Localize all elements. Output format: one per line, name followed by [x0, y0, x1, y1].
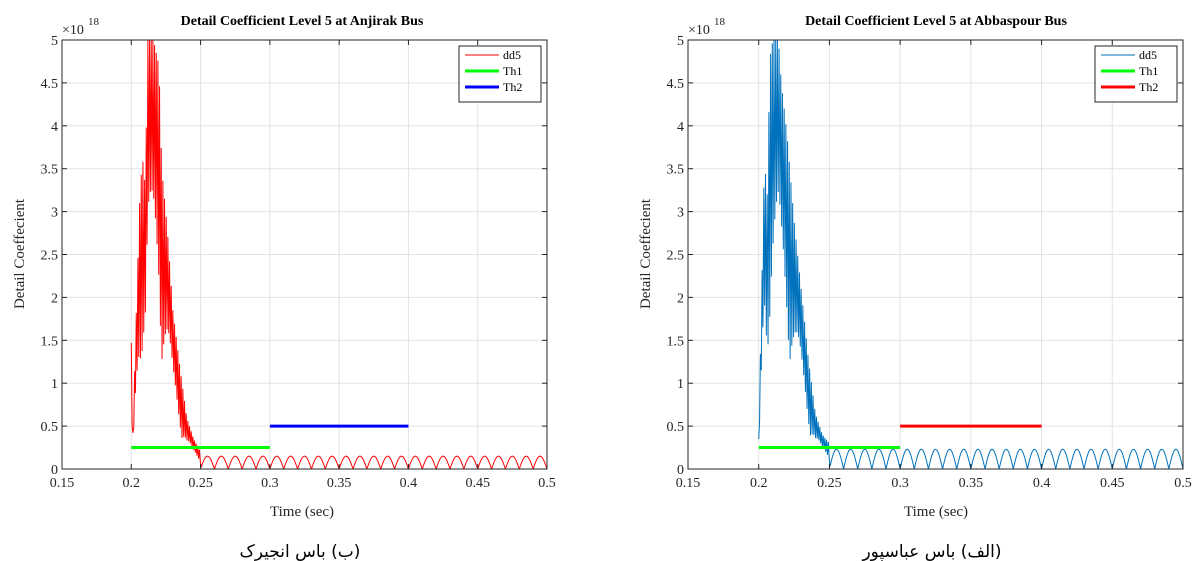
x-tick-label: 0.4 — [1033, 476, 1051, 491]
legend: dd5 Th1 Th2 — [1094, 45, 1178, 103]
x-tick-label: 0.3 — [891, 476, 909, 491]
x-tick-label: 0.45 — [1100, 476, 1125, 491]
x-tick-label: 0.5 — [538, 476, 556, 491]
legend-label-dd5: dd5 — [1139, 48, 1157, 62]
legend-label-dd5: dd5 — [503, 48, 521, 62]
x-tick-label: 0.35 — [327, 476, 352, 491]
plot-area — [130, 40, 547, 469]
y-exponent-base: ×10 — [62, 23, 84, 38]
legend-label-Th2: Th2 — [1139, 80, 1158, 94]
y-tick-label: 0.5 — [41, 420, 59, 435]
y-tick-label: 1 — [677, 377, 684, 392]
y-tick-label: 5 — [677, 34, 684, 49]
y-exponent-power: 18 — [88, 16, 100, 28]
chart-abbaspour: 0.15 0.2 0.25 0.3 0.35 0.4 0.45 0.5 0 0.5 1 1.5 2 2.5… — [638, 14, 1192, 561]
x-tick-label: 0.45 — [465, 476, 490, 491]
plot-area — [758, 40, 1183, 469]
chart-title: Detail Coefficient Level 5 at Abbaspour … — [805, 14, 1067, 29]
x-tick-label: 0.3 — [261, 476, 279, 491]
y-exponent-base: ×10 — [688, 23, 710, 38]
legend: dd5 Th1 Th2 — [458, 45, 542, 103]
legend-box — [1094, 45, 1178, 103]
x-tick-label: 0.15 — [50, 476, 75, 491]
y-exponent-power: 18 — [714, 16, 726, 28]
chart-title: Detail Coefficient Level 5 at Anjirak Bu… — [181, 14, 424, 29]
x-axis-label: Time (sec) — [904, 504, 968, 520]
figure-caption: (ب) باس انجیرک — [240, 542, 361, 561]
y-tick-label: 4.5 — [41, 77, 59, 92]
y-tick-label: 2.5 — [667, 249, 685, 264]
y-tick-label: 0 — [51, 463, 58, 478]
legend-label-Th1: Th1 — [1139, 64, 1158, 78]
legend-label-Th1: Th1 — [503, 64, 522, 78]
y-axis-label: Detail Coeffecient — [638, 198, 654, 309]
x-tick-label: 0.25 — [817, 476, 842, 491]
y-tick-label: 3.5 — [667, 163, 685, 178]
y-tick-label: 3.5 — [41, 163, 59, 178]
y-tick-label: 1 — [51, 377, 58, 392]
y-tick-label: 5 — [51, 34, 58, 49]
y-tick-label: 1.5 — [41, 334, 59, 349]
x-tick-label: 0.15 — [676, 476, 701, 491]
plot-layer — [758, 40, 1183, 469]
x-tick-label: 0.2 — [750, 476, 768, 491]
chart-anjirak: 0.15 0.2 0.25 0.3 0.35 0.4 0.45 0.5 0 0.5 1 1.5 2 2.5… — [12, 14, 556, 561]
series-line-dd5 — [758, 40, 1183, 469]
y-tick-label: 2.5 — [41, 249, 59, 264]
y-tick-label: 4.5 — [667, 77, 685, 92]
x-tick-label: 0.5 — [1174, 476, 1192, 491]
x-tick-label: 0.4 — [400, 476, 418, 491]
legend-box — [458, 45, 542, 103]
ticks-layer: 0.15 0.2 0.25 0.3 0.35 0.4 0.45 0.5 0 0.5 1 1.5 2 2.5… — [667, 34, 1192, 491]
y-tick-label: 0.5 — [667, 420, 685, 435]
plot-layer — [130, 40, 547, 469]
y-tick-label: 2 — [51, 291, 58, 306]
y-tick-label: 2 — [677, 291, 684, 306]
y-tick-label: 0 — [677, 463, 684, 478]
series-line-dd5 — [130, 40, 547, 469]
x-tick-label: 0.25 — [188, 476, 213, 491]
y-axis-label: Detail Coeffecient — [12, 198, 28, 309]
x-tick-label: 0.35 — [959, 476, 984, 491]
y-tick-label: 4 — [677, 120, 684, 135]
figure-caption: (الف) باس عباسپور — [861, 542, 1001, 561]
ticks-layer: 0.15 0.2 0.25 0.3 0.35 0.4 0.45 0.5 0 0.5 1 1.5 2 2.5… — [41, 34, 556, 491]
y-tick-label: 3 — [677, 206, 684, 221]
y-tick-label: 3 — [51, 206, 58, 221]
legend-label-Th2: Th2 — [503, 80, 522, 94]
x-axis-label: Time (sec) — [270, 504, 334, 520]
y-tick-label: 4 — [51, 120, 58, 135]
x-tick-label: 0.2 — [123, 476, 141, 491]
y-tick-label: 1.5 — [667, 334, 685, 349]
